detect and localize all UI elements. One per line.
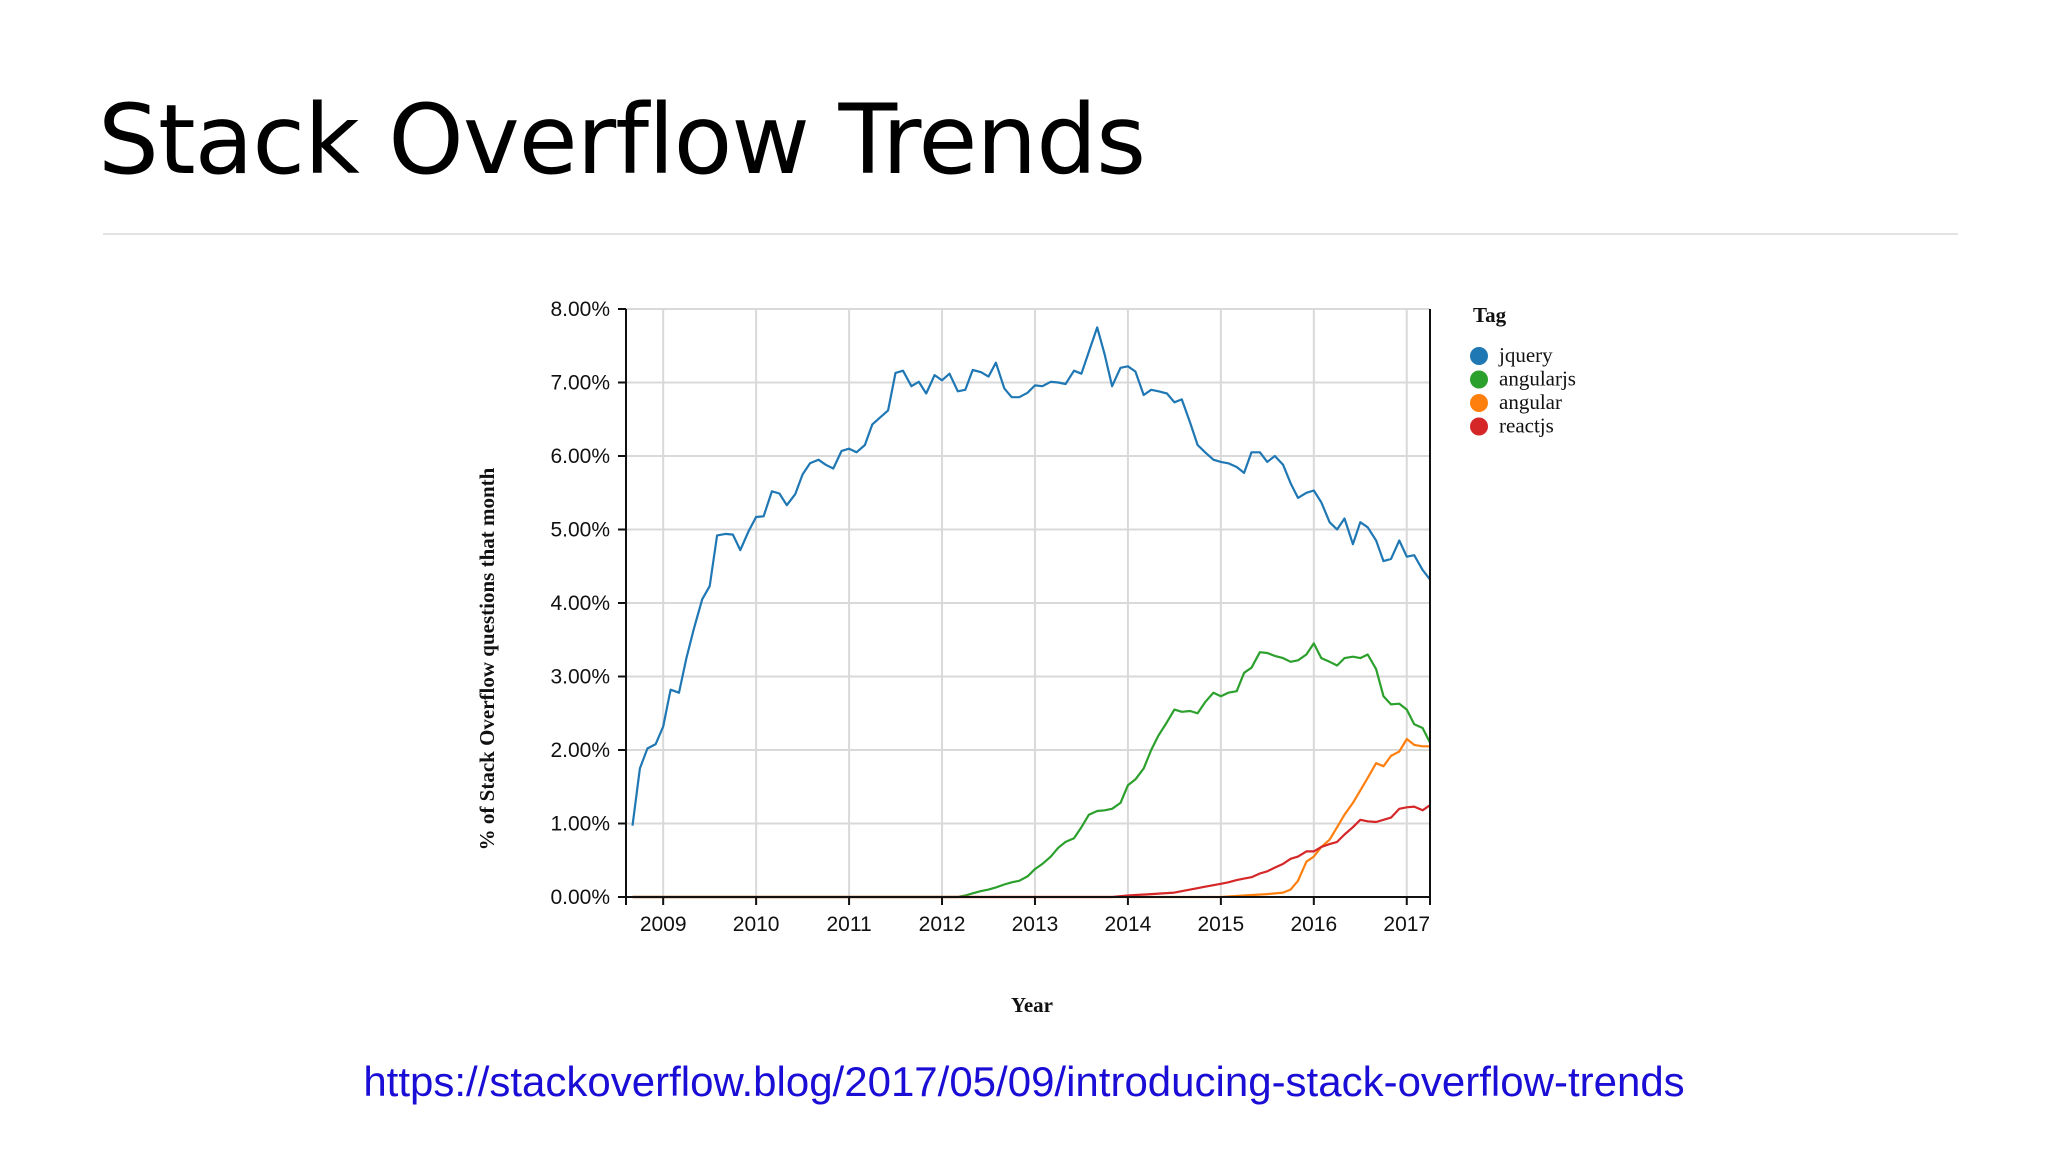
y-tick-label: 3.00% [550,666,610,689]
y-tick-label: 7.00% [550,372,610,395]
x-tick-label: 2016 [1290,913,1337,936]
legend-marker-reactjs [1470,417,1488,436]
series-line-angular [632,737,1430,899]
legend-marker-jquery [1470,347,1488,365]
x-tick-label: 2010 [733,913,780,936]
series-line-reactjs [632,804,1431,899]
y-tick-label: 4.00% [550,592,610,615]
legend-label-angular: angular [1499,390,1562,414]
x-tick-label: 2013 [1012,913,1059,936]
legend-title: Tag [1473,303,1507,327]
slide-title: Stack Overflow Trends [98,84,1146,196]
x-tick-label: 2012 [919,913,966,936]
y-tick-label: 6.00% [550,445,610,468]
x-tick-label: 2009 [640,913,687,936]
legend-marker-angularjs [1470,370,1488,389]
grid-lines [626,308,1430,898]
line-chart: 0.00% 1.00% 2.00% 3.00% 4.00% 5.00% 6.00% 7.00%… [475,298,1576,1017]
title-divider [103,233,1958,235]
legend-label-angularjs: angularjs [1499,367,1576,391]
y-tick-label: 0.00% [550,886,610,909]
legend-label-jquery: jquery [1498,343,1553,367]
x-tick-label: 2011 [826,913,871,936]
axes: 0.00% 1.00% 2.00% 3.00% 4.00% 5.00% 6.00% 7.00%… [475,298,1431,1017]
y-tick-label: 1.00% [550,813,610,836]
series-lines [631,326,1431,899]
x-tick-label: 2015 [1198,913,1245,936]
y-tick-label: 8.00% [550,298,610,321]
y-axis-title: % of Stack Overflow questions that month [475,467,499,850]
x-tick-label: 2017 [1383,913,1430,936]
y-tick-label: 2.00% [550,739,610,762]
legend-label-reactjs: reactjs [1499,414,1554,438]
y-tick-label: 5.00% [550,519,610,542]
series-line-angularjs [632,642,1431,899]
x-tick-label: 2014 [1105,913,1152,936]
x-axis-title: Year [1011,993,1053,1017]
legend-marker-angular [1470,394,1488,412]
source-link[interactable]: https://stackoverflow.blog/2017/05/09/in… [363,1058,1685,1105]
series-line-jquery [631,326,1431,826]
